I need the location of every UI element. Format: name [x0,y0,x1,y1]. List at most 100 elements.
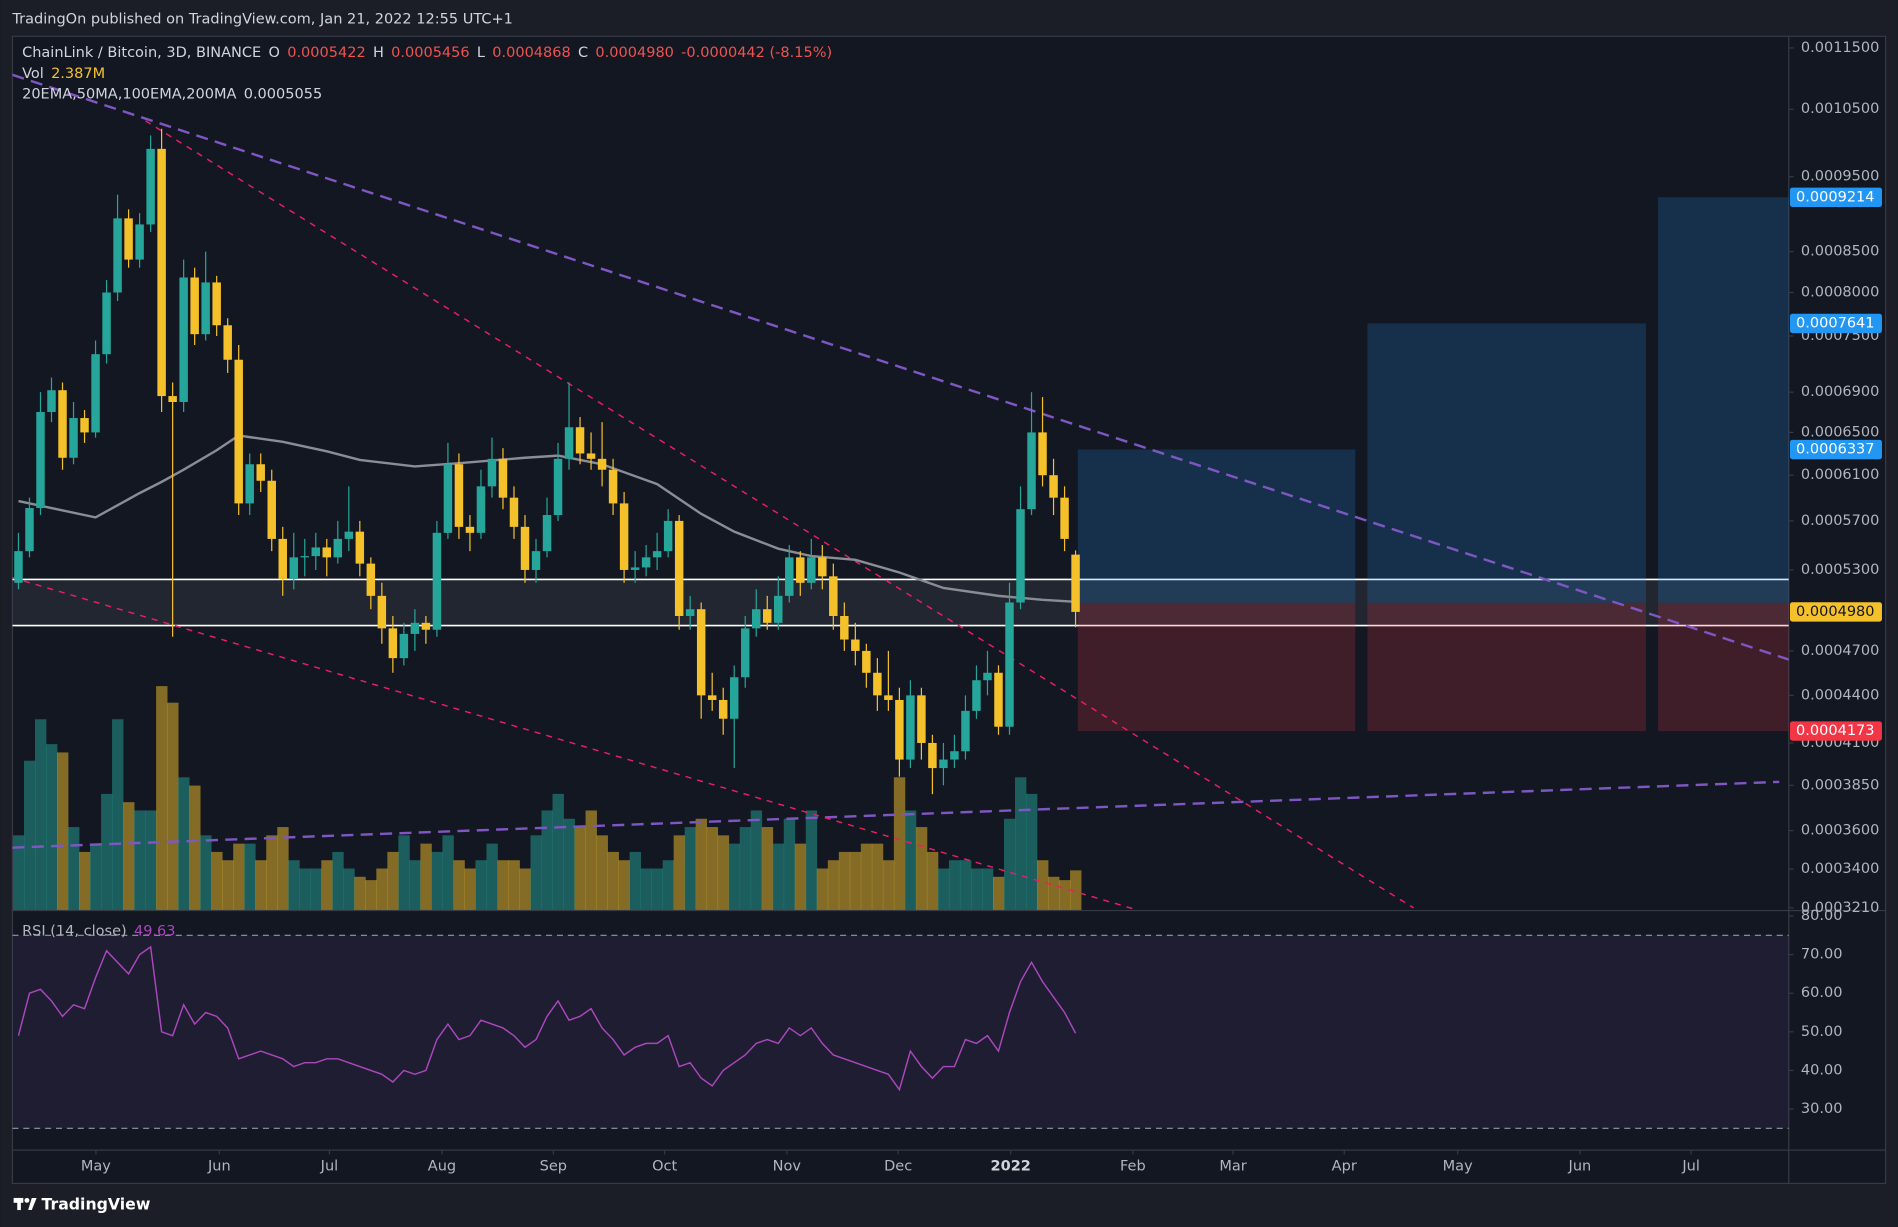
x-tick-label: May [1443,1158,1473,1174]
rsi-tick-label: 30.00 [1801,1101,1843,1117]
volume-bar [167,702,179,910]
candle-body [840,615,849,640]
candle-body [619,503,629,570]
volume-bar [332,851,344,910]
volume-bar [992,876,1005,910]
volume-bar [1048,876,1060,910]
volume-bar [112,719,124,910]
candle-body [520,526,530,570]
volume-bar [596,835,608,910]
volume-bar [266,835,278,910]
candle-body [1027,432,1036,510]
volume-bar [585,810,597,910]
candle-body [487,458,497,487]
symbol: ChainLink / Bitcoin, 3D, BINANCE [22,45,261,61]
price-badge [1789,187,1882,207]
volume-bar [431,851,443,910]
price-badge-label: 0.0004980 [1796,604,1875,620]
volume-bar [607,851,619,910]
candle-body [774,595,783,623]
candle-body [564,427,574,459]
volume-bar [288,860,300,910]
price-badge-label: 0.0006337 [1796,442,1875,458]
x-tick-label: Nov [773,1158,802,1174]
y-tick-label: 0.0006100 [1801,467,1879,483]
candle-body [994,672,1003,727]
candle-body [223,325,232,360]
candle-body [201,282,210,335]
frame [11,35,1887,1185]
candle-body [707,695,717,700]
volume-bar [1003,818,1016,910]
volume-bar [1026,793,1038,910]
volume-bar [123,802,135,910]
volume-bar [23,760,36,910]
volume-bar [893,777,906,910]
y-tick-label: 0.0003400 [1801,861,1879,877]
volume-bar [365,880,377,910]
volume-bar [420,843,432,910]
volume-bar [937,868,950,910]
logo [13,1197,37,1211]
volume-bar [904,810,917,910]
volume-bar [68,827,80,910]
volume-bar [805,810,818,910]
volume-bar [486,843,498,910]
ohlc-key: H [373,45,384,61]
volume-bar [343,868,355,910]
candle-body [829,576,838,616]
candle-body [509,497,519,527]
candle-body [399,633,409,659]
target-zone [1077,449,1356,603]
volume-bar [728,843,741,910]
candle-body [1049,475,1058,498]
y-tick-label: 0.0004700 [1801,643,1879,659]
price-badge-label: 0.0004173 [1796,723,1875,739]
y-tick-label: 0.0003850 [1801,777,1879,793]
volume-bar [816,868,829,910]
candle-body [465,526,475,533]
volume-bar [79,851,91,910]
volume-bar [618,860,630,910]
candle-body [685,609,695,616]
volume-bar [640,868,652,910]
y-tick-label: 0.0006900 [1801,384,1879,400]
candle-body [1016,509,1025,603]
volume-bar [211,851,223,910]
ma-value: 0.0005055 [244,86,322,102]
y-tick-label: 0.0005700 [1801,513,1879,529]
volume-bar [530,835,542,910]
volume-bar [387,851,399,910]
x-tick-label: Sep [540,1158,567,1174]
candle-body [553,458,563,516]
candle-body [895,699,904,760]
volume-bar [1037,860,1049,910]
volume-bar [101,793,113,910]
rsi-tick-label: 80.00 [1801,908,1843,924]
rsi-band-fill [12,935,1789,1129]
volume-bar [838,851,851,910]
rsi-line [17,945,1077,1092]
ma-key: 20EMA,50MA,100EMA,200MA [22,86,236,102]
volume-bar [475,860,487,910]
candle-body [972,680,981,711]
volume-bar [299,868,311,910]
price-badge [1789,439,1882,460]
candle-body [410,622,420,634]
volume-bar [827,860,840,910]
candle-body [344,531,354,539]
volume-bar [497,860,509,910]
volume-bar [1059,880,1071,910]
volume-bar [519,868,531,910]
price-badge [1789,313,1882,334]
volume-bar [134,810,146,910]
chart-pane [12,36,1789,1184]
volume-bar [90,843,102,910]
candle-body [91,354,100,433]
candle-body [498,458,508,498]
volume-bar [321,860,333,910]
candle-body [289,557,298,579]
volume-bar [959,860,972,910]
ohlc-value: 0.0005422 [287,45,366,61]
